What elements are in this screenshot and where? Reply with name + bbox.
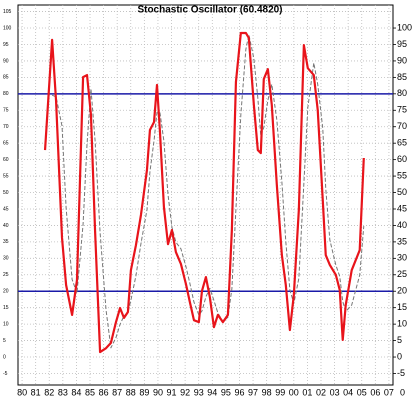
x-tick-label: 91 <box>167 387 177 397</box>
series-line <box>43 31 365 354</box>
y2-tick-label: 25 <box>397 269 407 279</box>
x-tick-label: 86 <box>99 387 109 397</box>
x-tick-label: 97 <box>248 387 258 397</box>
y-tick-label: 45 <box>3 206 9 212</box>
y-tick-label: 15 <box>3 305 9 311</box>
x-tick-label: 05 <box>357 387 367 397</box>
y-tick-label: 20 <box>3 289 9 295</box>
y2-tick-label: 85 <box>397 72 407 82</box>
x-tick-label: 0 <box>400 387 405 397</box>
x-tick-label: 04 <box>343 387 353 397</box>
y2-tick-label: 60 <box>397 154 407 164</box>
y2-tick-label: 45 <box>397 203 407 213</box>
x-tick-label: 02 <box>316 387 326 397</box>
y-tick-label: 0 <box>3 354 6 360</box>
y-tick-label: 85 <box>3 75 9 81</box>
x-tick-label: 90 <box>153 387 163 397</box>
x-tick-label: 00 <box>289 387 299 397</box>
x-tick-label: 95 <box>221 387 231 397</box>
x-tick-label: 88 <box>126 387 136 397</box>
y-tick-label: 65 <box>3 141 9 147</box>
y-tick-label: -5 <box>3 371 8 377</box>
y-tick-label: 30 <box>3 256 9 262</box>
y2-tick-label: 100 <box>397 22 412 32</box>
y-tick-label: 75 <box>3 108 9 114</box>
x-tick-label: 07 <box>384 387 394 397</box>
x-tick-label: 80 <box>17 387 27 397</box>
y-tick-label: 60 <box>3 157 9 163</box>
y-tick-label: 95 <box>3 42 9 48</box>
x-tick-label: 93 <box>194 387 204 397</box>
chart-title: Stochastic Oscillator (60.4820) <box>137 5 282 16</box>
x-tick-label: 82 <box>44 387 54 397</box>
x-tick-label: 81 <box>31 387 41 397</box>
x-tick-label: 06 <box>370 387 380 397</box>
y-tick-label: 35 <box>3 239 9 245</box>
x-tick-label: 92 <box>180 387 190 397</box>
y2-tick-label: 70 <box>397 121 407 131</box>
x-tick-label: 84 <box>71 387 81 397</box>
x-tick-label: 96 <box>234 387 244 397</box>
y-tick-label: 40 <box>3 223 9 229</box>
y-tick-label: 80 <box>3 91 9 97</box>
y2-tick-label: 75 <box>397 105 407 115</box>
y2-tick-label: 15 <box>397 302 407 312</box>
x-tick-label: 98 <box>262 387 272 397</box>
y-tick-label: 100 <box>3 25 12 31</box>
x-tick-label: 99 <box>275 387 285 397</box>
y2-tick-label: 10 <box>397 319 407 329</box>
y2-tick-label: 80 <box>397 88 407 98</box>
y-tick-label: 105 <box>3 9 12 15</box>
y-tick-label: 90 <box>3 58 9 64</box>
x-tick-label: 85 <box>85 387 95 397</box>
y2-tick-label: 35 <box>397 236 407 246</box>
x-tick-label: 83 <box>58 387 68 397</box>
y2-tick-label: 30 <box>397 253 407 263</box>
y-tick-label: 55 <box>3 173 9 179</box>
y2-tick-label: 50 <box>397 187 407 197</box>
y2-tick-label: 90 <box>397 55 407 65</box>
y2-tick-label: 95 <box>397 39 407 49</box>
plot-frame <box>17 4 394 386</box>
x-tick-label: 94 <box>207 387 217 397</box>
series-line <box>51 34 365 349</box>
y-tick-label: 50 <box>3 190 9 196</box>
x-tick-label: 87 <box>112 387 122 397</box>
y2-tick-label: 5 <box>397 335 402 345</box>
y2-tick-label: -5 <box>397 368 405 378</box>
y-tick-label: 70 <box>3 124 9 130</box>
x-tick-label: 89 <box>139 387 149 397</box>
y-tick-label: 25 <box>3 272 9 278</box>
y-tick-label: 5 <box>3 338 6 344</box>
y2-tick-label: 40 <box>397 220 407 230</box>
y2-tick-label: 55 <box>397 170 407 180</box>
y-tick-label: 10 <box>3 321 9 327</box>
x-tick-label: 03 <box>330 387 340 397</box>
x-tick-label: 01 <box>302 387 312 397</box>
y2-tick-label: 65 <box>397 138 407 148</box>
y2-tick-label: 20 <box>397 286 407 296</box>
y2-tick-label: 0 <box>397 351 402 361</box>
